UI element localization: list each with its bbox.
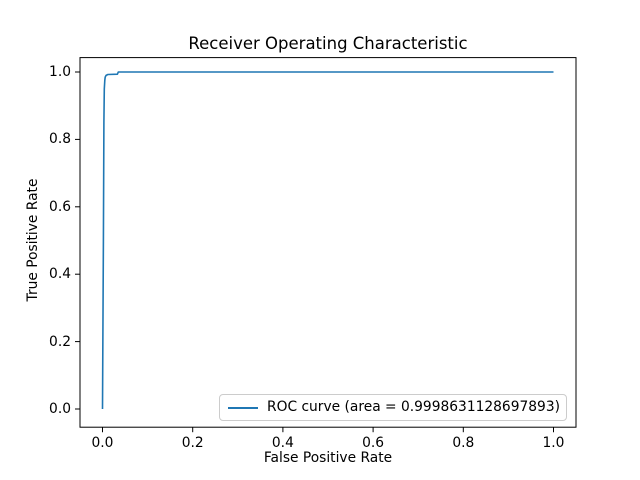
legend: ROC curve (area = 0.9998631128697893) bbox=[219, 394, 567, 421]
y-tick-label: 1.0 bbox=[49, 64, 71, 80]
y-tick-label: 0.2 bbox=[49, 333, 71, 350]
y-tick-label: 0.4 bbox=[49, 266, 71, 283]
y-tick-label: 0.6 bbox=[49, 198, 71, 215]
x-tick-label: 0.0 bbox=[91, 435, 114, 451]
x-axis-label: False Positive Rate bbox=[263, 450, 393, 466]
tick-marks bbox=[75, 71, 554, 433]
y-tick-label: 0.8 bbox=[49, 131, 71, 148]
chart-title: Receiver Operating Characteristic bbox=[188, 34, 468, 53]
y-axis-label: True Positive Rate bbox=[25, 178, 42, 302]
x-tick-label: 0.6 bbox=[362, 435, 385, 451]
legend-line-sample bbox=[228, 406, 258, 409]
x-tick-label: 0.8 bbox=[452, 435, 475, 451]
x-tick-label: 0.4 bbox=[271, 435, 294, 451]
x-tick-label: 1.0 bbox=[542, 435, 565, 451]
x-tick-label: 0.2 bbox=[181, 435, 204, 451]
legend-label: ROC curve (area = 0.9998631128697893) bbox=[267, 398, 560, 415]
roc-curve-line bbox=[101, 71, 554, 410]
y-tick-label: 0.0 bbox=[49, 401, 71, 417]
axes-frame bbox=[79, 57, 577, 428]
